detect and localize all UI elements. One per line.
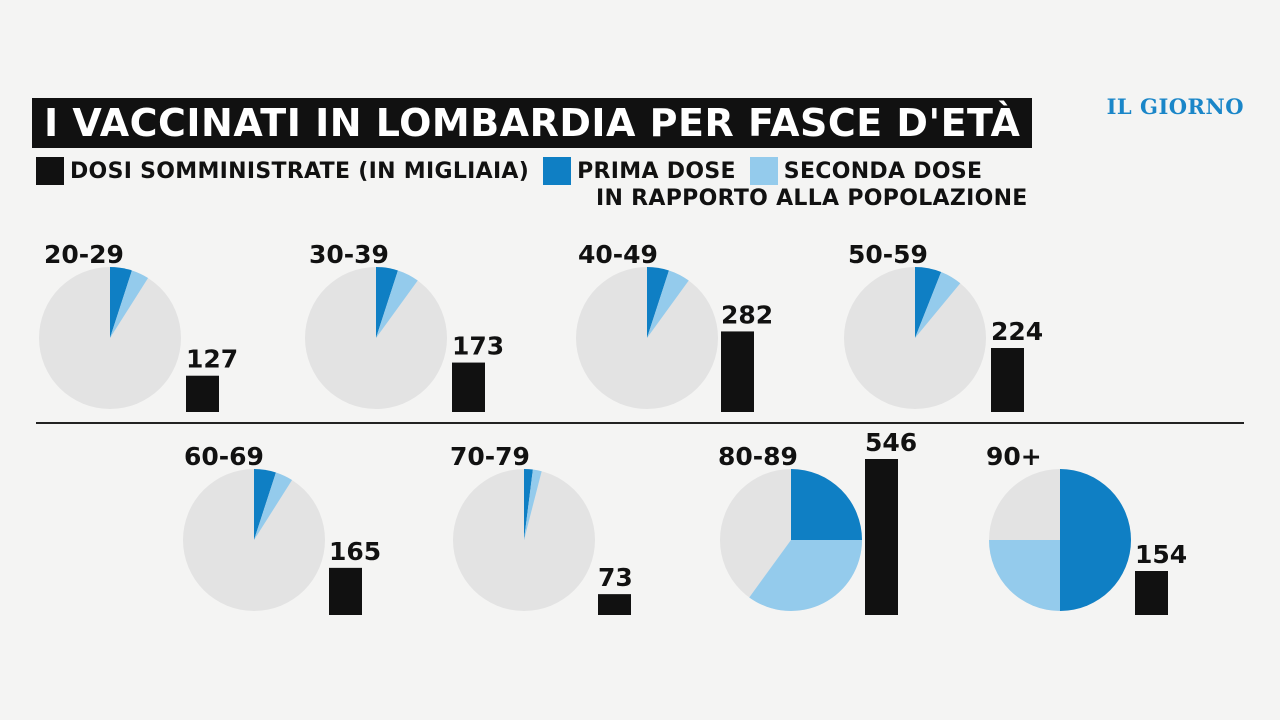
legend: DOSI SOMMINISTRATE (IN MIGLIAIA) PRIMA D…: [36, 156, 996, 186]
age-group-80-89: 80-89 546: [718, 428, 917, 615]
doses-bar: [329, 567, 362, 615]
age-group-label: 30-39: [309, 240, 389, 269]
legend-label-seconda: SECONDA DOSE: [783, 158, 983, 184]
age-group-90plus: 90+ 154: [986, 442, 1187, 615]
age-group-label: 40-49: [578, 240, 658, 269]
pie-slice-prima: [915, 267, 942, 338]
pie-slice-seconda: [749, 540, 862, 611]
age-group-70-79: 70-79 73: [450, 442, 633, 615]
pie-slice-prima: [524, 469, 533, 540]
pie-slice-seconda: [524, 469, 542, 540]
doses-value-label: 154: [1135, 540, 1187, 569]
pie-slice-seconda: [989, 540, 1060, 611]
doses-value-label: 224: [991, 317, 1043, 346]
pie-slice-prima: [110, 267, 132, 338]
doses-value-label: 165: [329, 537, 381, 566]
legend-subtitle: IN RAPPORTO ALLA POPOLAZIONE: [596, 186, 1028, 211]
age-group-20-29: 20-29 127: [39, 240, 238, 412]
legend-label-dosi: DOSI SOMMINISTRATE (IN MIGLIAIA): [70, 158, 530, 184]
legend-item-dosi: DOSI SOMMINISTRATE (IN MIGLIAIA): [36, 157, 529, 185]
pie-slice-prima: [254, 469, 276, 540]
pie-slice-prima: [1060, 469, 1131, 611]
doses-bar: [991, 348, 1024, 412]
pie-slice-prima: [376, 267, 398, 338]
brand-logo: IL GIORNO: [1106, 94, 1244, 119]
age-group-label: 80-89: [718, 442, 798, 471]
doses-bar: [721, 331, 754, 412]
age-group-label: 70-79: [450, 442, 530, 471]
pie-slice-prima: [647, 267, 669, 338]
doses-value-label: 73: [598, 563, 633, 592]
legend-swatch-dosi: [36, 157, 64, 185]
age-group-40-49: 40-49 282: [576, 240, 773, 412]
pie-slice-seconda: [376, 270, 418, 338]
doses-bar: [186, 375, 219, 412]
pie-slice-seconda: [110, 270, 149, 338]
legend-label-prima: PRIMA DOSE: [577, 158, 736, 184]
age-group-30-39: 30-39 173: [305, 240, 504, 412]
doses-value-label: 173: [452, 332, 504, 361]
legend-swatch-seconda: [749, 157, 778, 185]
doses-value-label: 282: [721, 300, 773, 329]
age-group-60-69: 60-69 165: [183, 442, 381, 615]
pie-slice-seconda: [254, 472, 293, 540]
legend-item-prima: PRIMA DOSE: [543, 157, 736, 185]
doses-bar: [598, 594, 631, 615]
age-group-label: 20-29: [44, 240, 124, 269]
legend-swatch-prima: [543, 157, 572, 185]
age-group-label: 50-59: [848, 240, 928, 269]
pie-slice-seconda: [647, 270, 689, 338]
doses-value-label: 546: [865, 428, 917, 457]
legend-item-seconda: SECONDA DOSE: [749, 157, 983, 185]
doses-value-label: 127: [186, 345, 238, 374]
chart-title: I VACCINATI IN LOMBARDIA PER FASCE D'ETÀ: [32, 98, 1033, 148]
age-group-label: 90+: [986, 442, 1042, 471]
doses-bar: [452, 362, 485, 412]
pie-slice-seconda: [915, 271, 961, 338]
doses-bar: [865, 459, 898, 615]
pie-slice-prima: [791, 469, 862, 540]
doses-bar: [1135, 571, 1168, 615]
age-group-50-59: 50-59 224: [844, 240, 1043, 412]
age-group-label: 60-69: [184, 442, 264, 471]
